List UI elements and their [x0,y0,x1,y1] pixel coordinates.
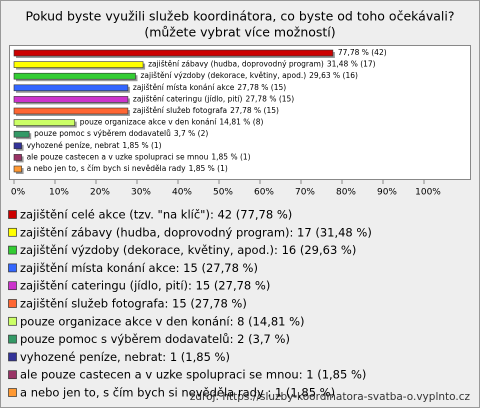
legend-label: a nebo jen to, s čím bych si nevěděla ra… [20,386,335,400]
bar [13,119,76,126]
legend-swatch [8,227,17,237]
bar [13,107,129,115]
chart-title: Pokud byste využili služeb koordinátora,… [26,9,455,24]
bar-category-label: ale pouze castecen a v uzke spolupraci s… [27,152,209,161]
legend-label: zajištění místa konání akce: 15 (27,78 %… [20,261,258,275]
bar [13,72,136,80]
value-label: 14,81 % (8) [219,118,263,127]
bar-category-label: vyhozené peníze, nebrat [27,141,120,150]
legend-label: zajištění výzdoby (dekorace, květiny, ap… [20,243,356,257]
bar [13,142,22,150]
value-label: 31,48 % (17) [327,60,376,69]
x-tick-label: 10% [49,188,69,198]
bar-category-label: a nebo jen to, s čím bych si nevěděla ra… [27,164,187,173]
bar [13,96,129,103]
bar-category-label: zajištění místa konání akce [133,83,235,92]
bar-category-label: pouze organizace akce v den konání [80,118,218,127]
legend-swatch [8,316,17,326]
legend-label: pouze pomoc s výběrem dodavatelů: 2 (3,7… [20,332,290,346]
bar [13,130,30,138]
bar [13,165,22,173]
value-label: 1,85 % (1) [211,152,250,161]
value-label: 27,78 % (15) [230,106,279,115]
x-tick-label: 40% [172,188,192,198]
legend-swatch [8,370,17,380]
bar [13,154,22,161]
value-label: 29,63 % (16) [309,71,358,80]
legend-swatch [8,388,17,397]
value-label: 27,78 % (15) [245,94,294,103]
x-tick-label: 60% [254,188,274,198]
value-label: 1,85 % (1) [189,164,228,173]
bar [13,49,334,57]
legend-label: vyhozené peníze, nebrat: 1 (1,85 %) [20,350,230,364]
x-tick-label: 20% [90,188,110,198]
bar-category-label: zajištění cateringu (jídlo, pití) [133,94,243,103]
legend-swatch [8,299,17,308]
x-tick-label: 90% [377,188,397,198]
x-tick-label: 80% [336,188,356,198]
legend-swatch [8,352,17,362]
legend-label: zajištění celé akce (tzv. "na klíč"): 42… [20,208,292,222]
chart-subtitle: (můžete vybrat více možností) [144,25,335,40]
value-label: 27,78 % (15) [237,83,286,92]
legend-swatch [8,245,17,255]
legend-label: ale pouze castecen a v uzke spolupraci s… [20,368,366,382]
legend-label: zajištění zábavy (hudba, doprovodný prog… [20,225,372,239]
legend-label: zajištění cateringu (jídlo, pití): 15 (2… [20,279,270,293]
bar-category-label: zajištění výzdoby (dekorace, květiny, ap… [140,71,306,80]
legend-label: pouze organizace akce v den konání: 8 (1… [20,314,305,328]
value-label: 77,78 % (42) [338,48,387,57]
legend-swatch [8,263,17,273]
x-tick-label: 30% [131,188,151,198]
x-tick-label: 50% [213,188,233,198]
value-label: 3,7 % (2) [174,129,209,138]
bar-category-label: zajištění zábavy (hudba, doprovodný prog… [148,60,324,69]
bar-category-label: zajištění služeb fotografa [133,106,227,115]
legend-label: zajištění služeb fotografa: 15 (27,78 %) [20,297,247,311]
x-tick-label: 70% [295,188,315,198]
bar [13,84,129,92]
source: zdroj: https://sluzby-koordinatora-svatb… [190,391,471,403]
legend-swatch [8,210,17,219]
value-label: 1,85 % (1) [122,141,161,150]
x-tick-label: 0% [11,188,26,198]
legend-swatch [8,334,17,344]
bar-category-label: pouze pomoc s výběrem dodavatelů [34,129,171,138]
bar [13,61,144,68]
x-tick-label: 100% [415,188,441,198]
legend-swatch [8,281,17,291]
